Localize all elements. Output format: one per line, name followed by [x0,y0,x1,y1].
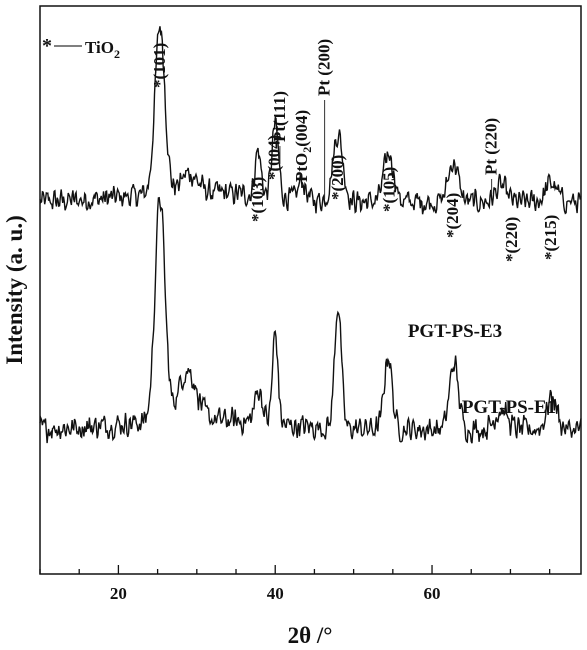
peak-annotation: Pt (220) [482,118,501,175]
legend: * TiO2 [42,35,120,61]
peak-annotation: *(101) [150,43,169,88]
peak-annotations: *(101) *(103)*(004)Pt(111)PtO2(004)Pt (20… [150,39,560,262]
legend-star-symbol: * [42,35,52,57]
peak-annotation: *(200) [328,155,347,200]
x-axis-label: 2θ /° [288,623,333,648]
x-axis-tick-labels: 20 40 60 [110,584,441,603]
series-label-pgt-ps-e3: PGT-PS-E3 [408,321,502,342]
series-label-pgt-ps-e1: PGT-PS-E1 [462,397,556,418]
peak-annotation: PtO2(004) [292,110,314,182]
peak-annotation: Pt (200) [315,39,334,96]
x-tick-label: 60 [424,584,441,603]
x-axis-ticks [39,565,551,574]
peak-annotation: *(215) [541,215,560,260]
peak-annotation: *(004) [264,135,283,180]
series-line-pgt-ps-e3 [39,26,582,215]
plot-frame [39,5,582,575]
series-layer [39,26,582,444]
x-tick-label: 40 [267,584,284,603]
peak-annotation: *(103) [248,177,267,222]
x-tick-label: 20 [110,584,127,603]
legend-label: TiO2 [85,38,120,61]
series-line-pgt-ps-e1 [39,196,582,444]
peak-annotation: *(204) [443,193,462,238]
peak-annotation: Pt(111) [270,91,289,142]
peak-annotation: *(105) [380,167,399,212]
y-axis-label: Intensity (a. u.) [2,215,27,365]
peak-annotation: *(220) [502,217,521,262]
